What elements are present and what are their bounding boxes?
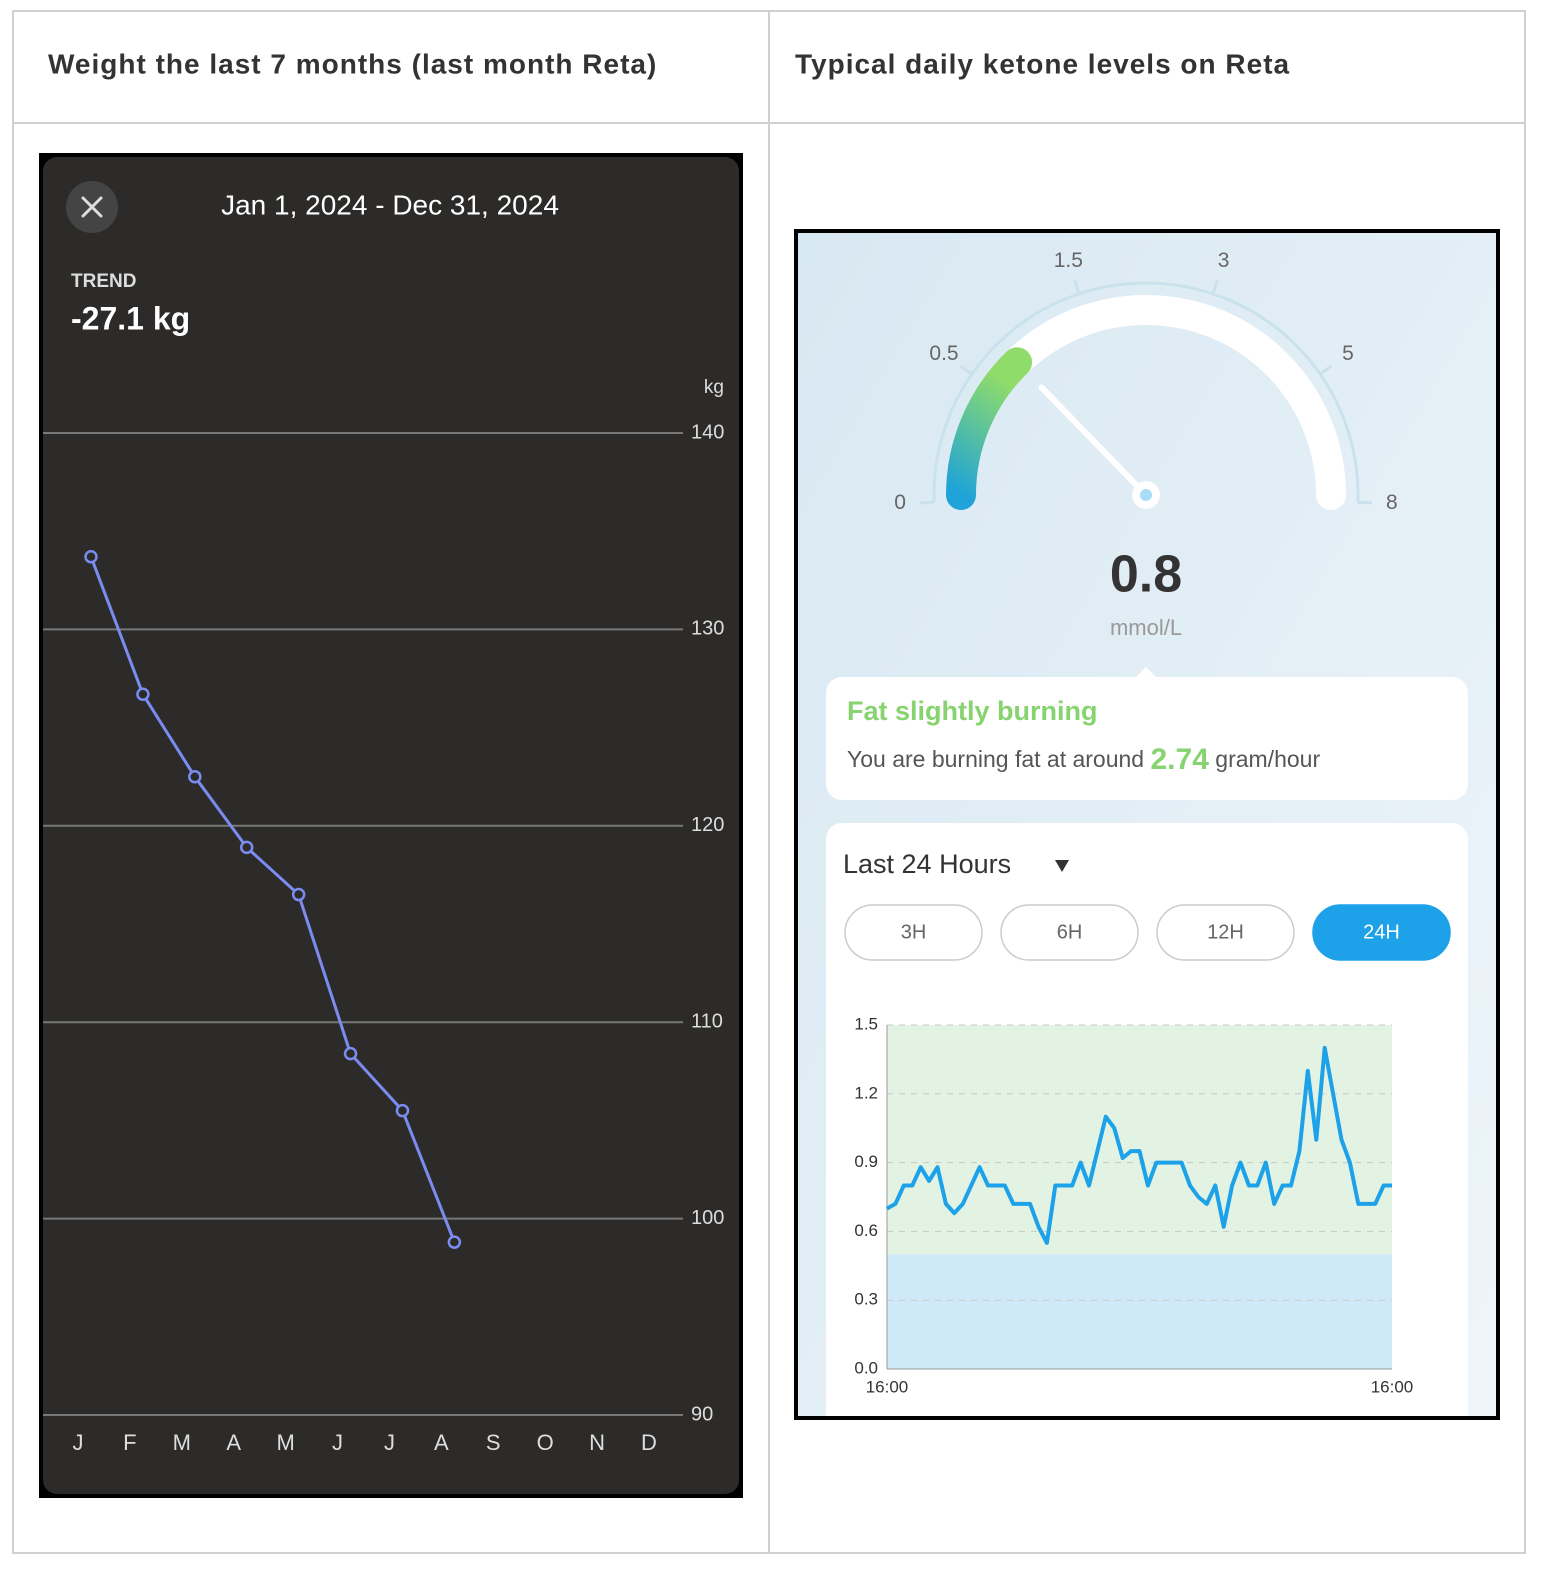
x-tick-label: 16:00 (866, 1377, 909, 1396)
x-tick-label: D (641, 1430, 657, 1455)
range-button[interactable]: 12H (1156, 904, 1295, 961)
burn-rate-unit: gram/hour (1215, 746, 1320, 772)
y-tick-label: 100 (691, 1207, 724, 1229)
status-card (826, 677, 1468, 800)
gauge-needle (1038, 384, 1149, 498)
dropdown-arrow (1055, 860, 1069, 872)
data-point (239, 840, 254, 855)
y-tick-label: 0.3 (854, 1290, 878, 1309)
x-tick-label: S (486, 1430, 501, 1455)
data-point (343, 1046, 358, 1061)
y-axis-label: kg (704, 377, 724, 398)
gauge-tick-label: 3 (1218, 249, 1230, 272)
x-tick-label: A (226, 1430, 241, 1455)
column-header: Weight the last 7 months (last month Ret… (48, 48, 657, 79)
x-tick-label: J (73, 1430, 84, 1455)
button-label: 3H (901, 921, 927, 943)
message-text: You are burning fat at around (847, 746, 1144, 772)
gauge-tick-label: 5 (1342, 342, 1354, 365)
gauge-tick (1211, 280, 1219, 295)
range-button[interactable]: 24H (1312, 904, 1451, 961)
x-tick-label: M (173, 1430, 191, 1455)
phone-frame (794, 229, 1500, 1420)
status-message: You are burning fat at around 2.74 gram/… (847, 743, 1320, 776)
y-tick-label: 130 (691, 618, 724, 640)
y-tick-label: 120 (691, 814, 724, 836)
gauge-tick (959, 364, 973, 376)
close-icon (81, 196, 103, 218)
range-button[interactable]: 3H (844, 904, 983, 961)
data-point (188, 769, 202, 784)
range-button[interactable]: 6H (1000, 904, 1139, 961)
close-button[interactable] (66, 181, 118, 233)
y-tick-label: 110 (691, 1010, 723, 1032)
burn-rate: 2.74 (1151, 743, 1210, 776)
gauge-unit: mmol/L (1110, 615, 1182, 640)
x-tick-label: N (589, 1430, 605, 1455)
period-label: Last 24 Hours (843, 849, 1011, 879)
gauge-tick-label: 1.5 (1054, 249, 1083, 272)
period-dropdown[interactable]: Last 24 Hours (843, 849, 1069, 879)
gauge-hub-dot (1140, 489, 1152, 501)
app-content: 0.8 mmol/L Fat slightly burning You are … (826, 249, 1468, 1416)
gauge-tick (1319, 364, 1333, 376)
y-tick-label: 0.6 (854, 1221, 878, 1240)
button-shape (1156, 904, 1295, 961)
button-label: 6H (1057, 921, 1083, 943)
data-point (136, 687, 150, 701)
data-point (447, 1235, 462, 1249)
x-tick-label: J (332, 1430, 343, 1455)
x-tick-label: M (276, 1430, 294, 1455)
x-tick-label: F (123, 1430, 136, 1455)
x-tick-label: O (537, 1430, 554, 1455)
button-shape (1312, 904, 1451, 961)
gauge-outline (932, 281, 1360, 503)
y-tick-label: 0.0 (854, 1358, 878, 1377)
trend-value: -27.1 kg (71, 300, 190, 336)
button-shape (844, 904, 983, 961)
gauge-value: 0.8 (1110, 546, 1182, 604)
y-tick-label: 0.9 (854, 1152, 878, 1171)
trend-label: TREND (71, 271, 136, 292)
data-point (395, 1103, 410, 1118)
x-tick-label: A (434, 1430, 449, 1455)
status-title: Fat slightly burning (847, 696, 1098, 726)
data-point (291, 887, 306, 902)
y-tick-label: 1.2 (854, 1083, 878, 1102)
zone-band (887, 1254, 1392, 1369)
data-point (84, 549, 98, 564)
gauge-value-arc (946, 347, 1033, 510)
button-shape (1000, 904, 1139, 961)
x-tick-label: J (384, 1430, 395, 1455)
y-tick-label: 1.5 (854, 1014, 878, 1033)
x-tick-label: 16:00 (1371, 1377, 1414, 1396)
gauge-tick (1073, 280, 1081, 295)
button-label: 12H (1207, 921, 1244, 943)
gauge-tick-label: 0 (894, 491, 906, 514)
gauge-tick-label: 8 (1386, 491, 1398, 514)
column-header: Typical daily ketone levels on Reta (795, 48, 1290, 79)
y-tick-label: 140 (691, 421, 724, 443)
data-line (886, 1045, 1392, 1245)
button-label: 24H (1363, 921, 1400, 943)
gauge-tick-label: 0.5 (929, 342, 958, 365)
card-pointer (1136, 667, 1156, 677)
date-range: Jan 1, 2024 - Dec 31, 2024 (221, 189, 559, 220)
data-line (89, 556, 456, 1243)
y-tick-label: 90 (691, 1403, 713, 1425)
zone-band (887, 1025, 1392, 1255)
